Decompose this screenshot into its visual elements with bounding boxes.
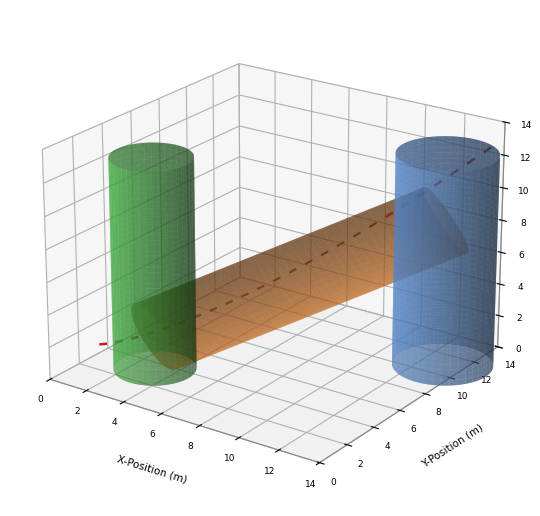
X-axis label: X-Position (m): X-Position (m)	[116, 454, 188, 485]
Y-axis label: Y-Position (m): Y-Position (m)	[420, 422, 484, 469]
